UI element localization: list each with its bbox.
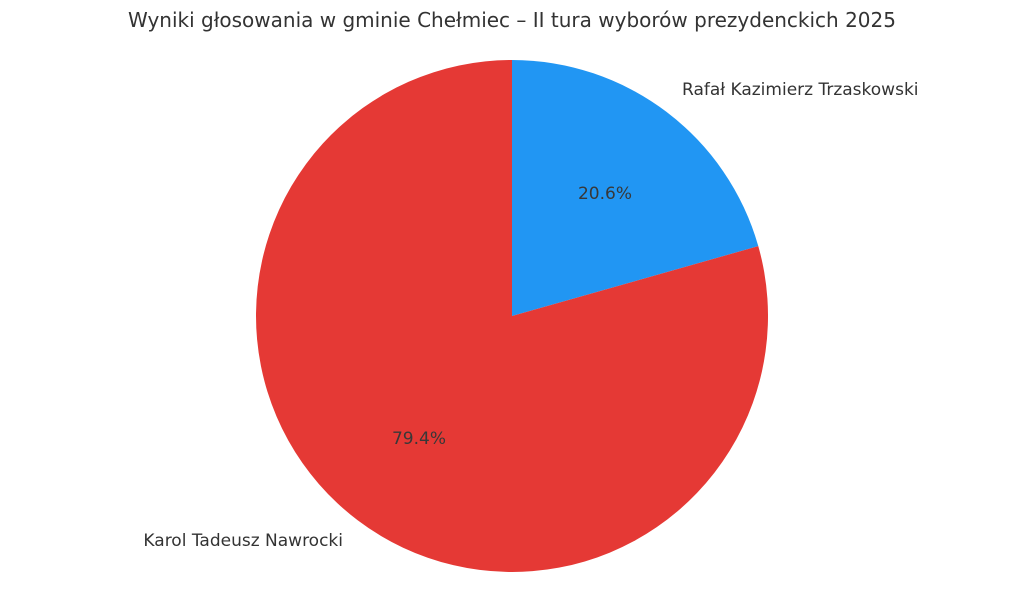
pie-slice-1: [256, 60, 768, 572]
slice-label-trzaskowski: Rafał Kazimierz Trzaskowski: [682, 80, 919, 100]
chart-title: Wyniki głosowania w gminie Chełmiec – II…: [128, 8, 896, 32]
pie-slice-0: [512, 60, 759, 316]
pie: [256, 60, 768, 572]
slice-label-nawrocki: Karol Tadeusz Nawrocki: [143, 531, 343, 551]
pie-svg: [256, 60, 768, 572]
pct-label-trzaskowski: 20.6%: [577, 184, 633, 204]
pct-label-nawrocki: 79.4%: [391, 429, 447, 449]
